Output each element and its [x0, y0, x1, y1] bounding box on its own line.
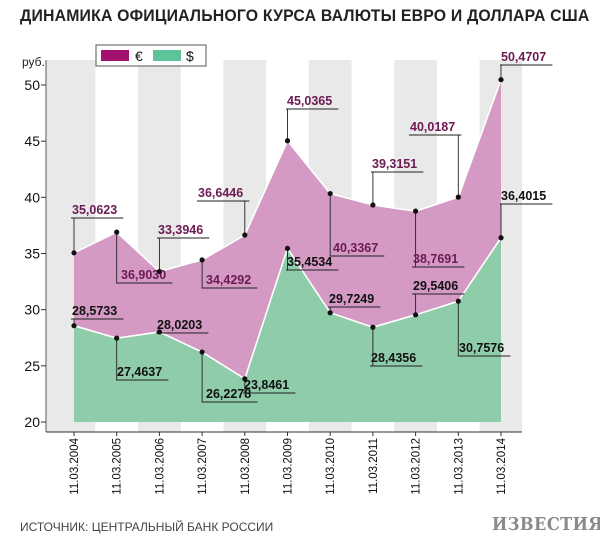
euro-data-label: 34,4292: [206, 273, 251, 287]
x-tick-label: 11.03.2011: [368, 438, 380, 494]
euro-data-label: 36,6446: [198, 186, 243, 200]
x-tick-label: 11.03.2013: [453, 438, 465, 495]
euro-data-label: 38,7691: [413, 252, 458, 266]
euro-point: [327, 190, 333, 197]
dollar-point: [413, 312, 419, 318]
dollar-point: [455, 298, 461, 304]
x-tick-label: 11.03.2005: [112, 438, 124, 495]
euro-point: [242, 232, 248, 238]
dollar-area-fill: [74, 237, 501, 422]
x-axis: 11.03.2004 11.03.2005 11.03.2006 11.03.2007…: [69, 432, 508, 495]
dollar-data-label: 23,8461: [244, 378, 289, 392]
dollar-point: [156, 329, 162, 335]
dollar-data-label: 27,4637: [117, 365, 162, 379]
dollar-point: [242, 376, 248, 382]
x-tick-label: 11.03.2007: [197, 438, 209, 495]
dollar-data-label: 29,7249: [329, 292, 374, 306]
euro-point: [156, 268, 162, 275]
euro-point: [284, 138, 291, 144]
dollar-data-label: 30,7576: [459, 341, 504, 355]
euro-label-leader: [329, 193, 332, 257]
dollar-label-leader: [201, 352, 205, 403]
euro-point: [71, 250, 77, 256]
x-tick-label: 11.03.2004: [69, 437, 81, 494]
dollar-data-label: 28,5733: [72, 304, 117, 318]
y-tick-label: 35: [24, 246, 40, 262]
y-tick-label: 45: [24, 133, 40, 149]
y-tick-label: 50: [24, 77, 40, 93]
x-tick-label: 11.03.2006: [154, 438, 166, 495]
publisher-logo: ИЗВЕСТИЯ: [492, 514, 600, 535]
euro-point: [413, 208, 419, 214]
y-axis-unit-label: руб.: [22, 55, 45, 69]
y-tick-label: 20: [24, 414, 40, 430]
euro-point: [455, 194, 461, 200]
euro-data-label: 50,4707: [501, 50, 546, 64]
legend-label-dollar: $: [186, 48, 194, 64]
euro-point: [199, 257, 205, 263]
y-tick-label: 30: [24, 302, 40, 318]
y-axis: руб. 20 25 30 35 40 45 50: [22, 55, 46, 430]
dollar-point: [199, 349, 205, 355]
dollar-data-label: 28,4356: [371, 351, 416, 365]
dollar-data-label: 26,2278: [206, 387, 251, 401]
legend: € $: [95, 44, 207, 67]
dollar-label-leader: [116, 338, 118, 381]
data-labels: 35,0623 36,9030 33,3946 34,4292 36,6446 45,03…: [71, 50, 553, 403]
x-tick-label: 11.03.2009: [283, 438, 295, 495]
x-tick-label: 11.03.2014: [496, 437, 508, 494]
data-points: [71, 77, 504, 382]
dollar-point: [114, 335, 120, 341]
x-tick-label: 11.03.2012: [411, 438, 423, 495]
chart-title: ДИНАМИКА ОФИЦИАЛЬНОГО КУРСА ВАЛЮТЫ ЕВРО …: [20, 6, 590, 25]
dollar-point: [71, 323, 77, 329]
legend-swatch-euro: [101, 50, 129, 61]
dollar-point: [284, 245, 291, 252]
plot-frame: [45, 60, 522, 433]
euro-data-label: 40,3367: [333, 241, 378, 255]
legend-swatch-dollar: [153, 50, 181, 61]
x-tick-label: 11.03.2010: [325, 438, 337, 495]
dollar-point: [370, 324, 376, 330]
euro-label-leader: [201, 259, 205, 289]
dollar-data-label: 28,0203: [157, 318, 202, 332]
dollar-data-label: 36,4015: [501, 189, 546, 203]
euro-data-label: 40,0187: [410, 120, 455, 134]
legend-label-euro: €: [135, 48, 143, 64]
y-tick-label: 25: [24, 358, 40, 374]
dollar-point: [498, 235, 504, 241]
x-tick-label: 11.03.2008: [240, 438, 252, 495]
source-note: ИСТОЧНИК: ЦЕНТРАЛЬНЫЙ БАНК РОССИИ: [20, 520, 274, 534]
euro-data-label: 35,0623: [72, 203, 117, 217]
euro-data-label: 39,3151: [372, 157, 417, 171]
dollar-data-label: 29,5406: [413, 279, 458, 293]
euro-data-label: 36,9030: [121, 268, 166, 282]
y-tick-label: 40: [24, 189, 40, 205]
dollar-point: [327, 310, 333, 316]
euro-data-label: 45,0365: [287, 94, 332, 108]
euro-data-label: 33,3946: [158, 223, 203, 237]
dollar-data-label: 35,4534: [287, 255, 332, 269]
euro-point: [370, 202, 376, 208]
euro-label-leader: [116, 232, 120, 284]
euro-point: [498, 77, 504, 83]
euro-point: [114, 229, 120, 235]
